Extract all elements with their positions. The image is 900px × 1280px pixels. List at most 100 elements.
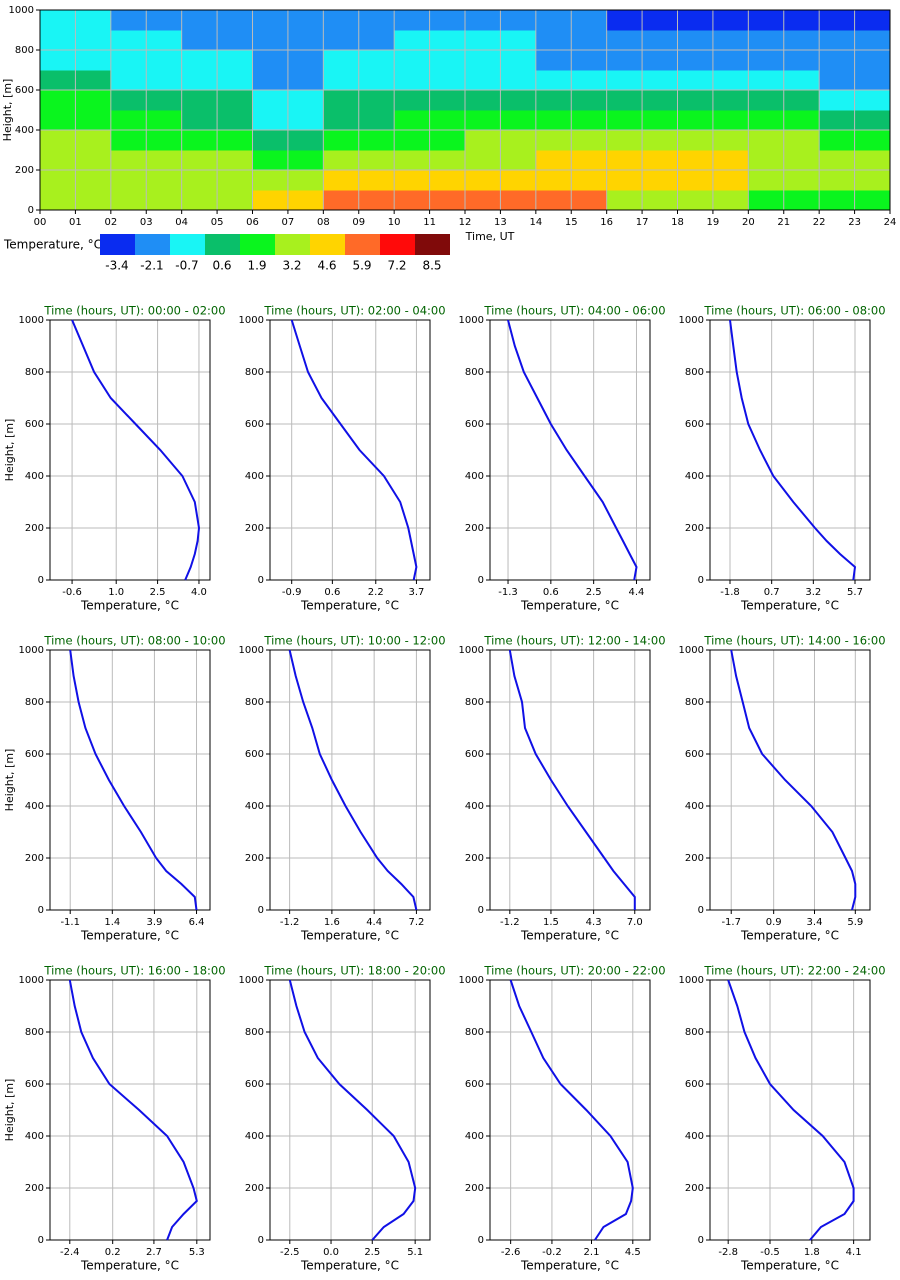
chart-title: Time (hours, UT): 06:00 - 08:00 (703, 304, 885, 318)
y-tick-label: 800 (465, 1027, 484, 1038)
y-tick-label: 800 (685, 367, 704, 378)
colorbar-swatch (415, 234, 450, 255)
x-tick-label: 3.7 (408, 587, 424, 598)
x-tick-label: 3.2 (805, 587, 821, 598)
y-tick-label: 0 (258, 905, 264, 916)
x-tick-label: -1.2 (280, 917, 300, 928)
plot-frame (269, 979, 431, 1241)
x-axis-label: Temperature, °C (300, 1259, 399, 1273)
x-tick-label: -0.5 (760, 1247, 780, 1258)
x-tick-label: 22 (813, 217, 826, 228)
x-axis-label: Temperature, °C (80, 599, 179, 613)
x-tick-label: -2.5 (280, 1247, 300, 1258)
x-tick-label: 06 (246, 217, 259, 228)
y-tick-label: 600 (465, 419, 484, 430)
y-tick-label: 200 (245, 1183, 264, 1194)
chart-title: Time (hours, UT): 10:00 - 12:00 (263, 634, 445, 648)
x-axis-label: Temperature, °C (300, 599, 399, 613)
x-axis-label: Temperature, °C (520, 1259, 619, 1273)
y-tick-label: 200 (25, 853, 44, 864)
x-tick-label: 12 (459, 217, 472, 228)
x-tick-label: 4.4 (366, 917, 382, 928)
x-tick-label: 2.5 (364, 1247, 380, 1258)
chart-title: Time (hours, UT): 18:00 - 20:00 (263, 964, 445, 978)
profile-line (288, 649, 418, 911)
colorbar-swatch (240, 234, 275, 255)
profile-line (68, 979, 198, 1241)
x-tick-label: -0.6 (62, 587, 82, 598)
x-tick-label: 1.0 (108, 587, 124, 598)
x-tick-label: 0.6 (543, 587, 559, 598)
plot-frame (709, 649, 871, 911)
x-tick-label: 05 (211, 217, 224, 228)
y-tick-label: 400 (465, 471, 484, 482)
x-tick-label: 08 (317, 217, 330, 228)
colorbar-swatch (380, 234, 415, 255)
profile-line (69, 649, 198, 911)
x-tick-label: 5.3 (189, 1247, 205, 1258)
x-tick-label: 4.3 (586, 917, 602, 928)
y-tick-label: 800 (465, 697, 484, 708)
profile-line (508, 649, 636, 910)
y-tick-label: 600 (465, 749, 484, 760)
y-tick-label: 0 (698, 905, 704, 916)
colorbar-tick-label: 8.5 (422, 259, 441, 273)
x-tick-label: 1.8 (804, 1247, 820, 1258)
colorbar-swatch (135, 234, 170, 255)
colorbar-swatch (205, 234, 240, 255)
x-tick-label: 14 (529, 217, 542, 228)
y-tick-label: 400 (245, 471, 264, 482)
y-axis-label: Height, [m] (1, 79, 14, 142)
x-tick-label: -2.8 (718, 1247, 738, 1258)
x-tick-label: -2.6 (501, 1247, 521, 1258)
x-tick-label: -1.3 (498, 587, 518, 598)
x-tick-label: 7.0 (627, 917, 643, 928)
plot-frame (49, 319, 211, 581)
x-tick-label: 4.0 (191, 587, 207, 598)
y-tick-label: 600 (25, 419, 44, 430)
x-tick-label: 13 (494, 217, 507, 228)
plot-frame (709, 319, 871, 581)
x-tick-label: 20 (742, 217, 755, 228)
y-tick-label: 400 (685, 1131, 704, 1142)
x-tick-label: 5.9 (847, 917, 863, 928)
y-tick-label: 200 (685, 523, 704, 534)
x-tick-label: 3.9 (146, 917, 162, 928)
x-tick-label: 2.1 (584, 1247, 600, 1258)
y-tick-label: 800 (245, 1027, 264, 1038)
y-tick-label: 1000 (19, 645, 44, 656)
x-tick-label: 0.6 (324, 587, 340, 598)
x-tick-label: 16 (600, 217, 613, 228)
x-axis-label: Temperature, °C (740, 1259, 839, 1273)
x-tick-label: 11 (423, 217, 436, 228)
y-tick-label: 1000 (459, 315, 484, 326)
y-tick-label: 200 (685, 1183, 704, 1194)
colorbar-tick-label: 0.6 (212, 259, 231, 273)
y-tick-label: 600 (685, 1079, 704, 1090)
y-tick-label: 600 (685, 749, 704, 760)
colorbar-tick-label: -0.7 (175, 259, 198, 273)
y-tick-label: 400 (15, 125, 34, 136)
y-tick-label: 400 (25, 471, 44, 482)
x-tick-label: 18 (671, 217, 684, 228)
y-tick-label: 200 (15, 165, 34, 176)
y-tick-label: 0 (478, 575, 484, 586)
chart-title: Time (hours, UT): 22:00 - 24:00 (703, 964, 885, 978)
chart-title: Time (hours, UT): 08:00 - 10:00 (43, 634, 225, 648)
x-tick-label: 07 (282, 217, 295, 228)
colorbar-swatch (275, 234, 310, 255)
x-axis-label: Temperature, °C (520, 929, 619, 943)
x-tick-label: 0.2 (105, 1247, 121, 1258)
x-tick-label: -1.7 (721, 917, 741, 928)
plot-frame (49, 649, 211, 911)
x-tick-label: 2.5 (150, 587, 166, 598)
y-tick-label: 1000 (459, 975, 484, 986)
x-tick-label: 7.2 (408, 917, 424, 928)
x-tick-label: -0.2 (542, 1247, 562, 1258)
y-tick-label: 0 (38, 905, 44, 916)
y-tick-label: 200 (685, 853, 704, 864)
plot-frame (709, 979, 871, 1241)
profile-line (290, 319, 418, 581)
y-tick-label: 800 (245, 697, 264, 708)
